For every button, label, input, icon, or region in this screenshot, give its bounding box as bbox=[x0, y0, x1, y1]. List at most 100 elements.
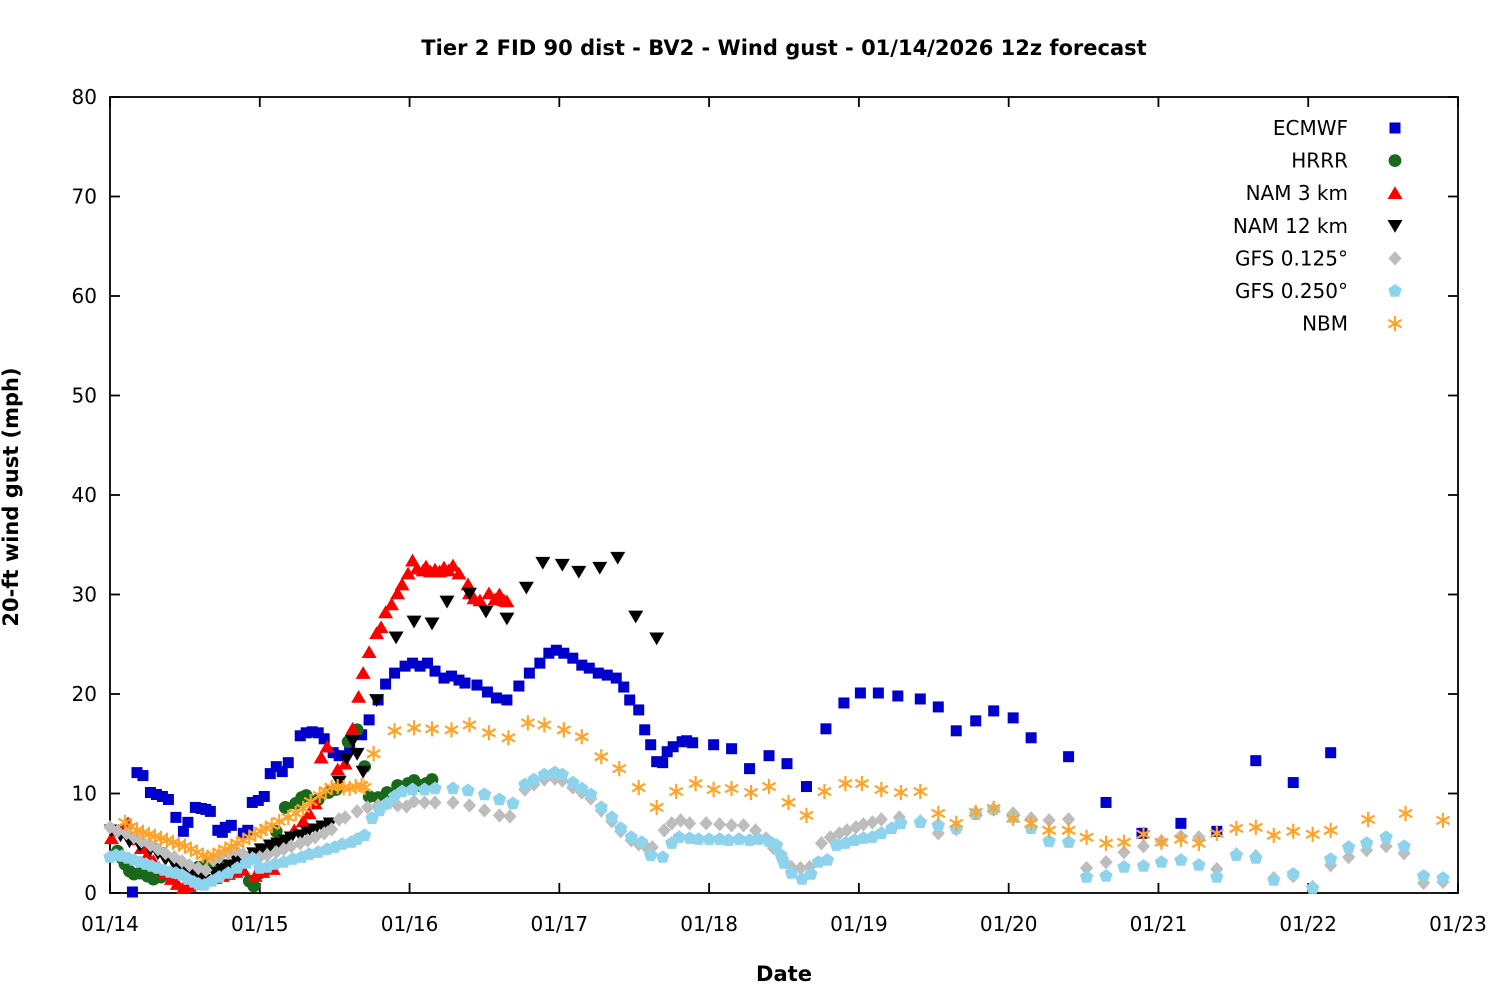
data-point-GFS-0-125- bbox=[683, 816, 697, 831]
data-point-NAM-12-km bbox=[518, 581, 534, 595]
data-point-GFS-0-125- bbox=[269, 845, 283, 860]
data-point-ECMWF bbox=[471, 679, 483, 691]
data-point-NBM bbox=[342, 783, 357, 794]
y-tick-label: 10 bbox=[72, 782, 97, 806]
data-point-ECMWF bbox=[543, 647, 555, 659]
data-point-ECMWF bbox=[950, 725, 962, 737]
data-point-NAM-3-km bbox=[330, 762, 346, 776]
data-point-GFS-0-125- bbox=[110, 824, 125, 839]
data-point-NAM-3-km bbox=[139, 848, 155, 861]
data-point-ECMWF bbox=[854, 687, 866, 699]
x-tick-label: 01/16 bbox=[381, 912, 439, 936]
data-point-NBM bbox=[1136, 829, 1151, 840]
data-point-ECMWF bbox=[312, 727, 324, 739]
data-point-NBM bbox=[817, 786, 832, 797]
data-point-GFS-0-250- bbox=[672, 830, 686, 843]
data-point-ECMWF bbox=[726, 743, 738, 755]
data-point-NAM-12-km bbox=[439, 595, 455, 609]
data-point-NBM bbox=[612, 763, 627, 774]
data-point-GFS-0-250- bbox=[795, 872, 809, 885]
data-point-NAM-12-km bbox=[571, 565, 587, 579]
data-point-GFS-0-125- bbox=[477, 803, 492, 818]
data-point-ECMWF bbox=[170, 811, 182, 823]
x-tick-label: 01/18 bbox=[680, 912, 738, 936]
data-point-ECMWF bbox=[657, 757, 669, 769]
data-point-GFS-0-250- bbox=[777, 856, 791, 869]
data-point-GFS-0-125- bbox=[361, 800, 375, 815]
data-point-NAM-12-km bbox=[535, 556, 551, 570]
data-point-ECMWF bbox=[781, 758, 793, 770]
data-point-NBM bbox=[1286, 826, 1301, 837]
data-point-NBM bbox=[688, 778, 703, 789]
data-point-NAM-12-km bbox=[331, 775, 347, 789]
data-point-ECMWF bbox=[872, 687, 884, 699]
data-point-ECMWF bbox=[300, 727, 312, 739]
data-point-NAM-3-km bbox=[400, 566, 416, 580]
x-tick-label: 01/20 bbox=[980, 912, 1038, 936]
y-tick-label: 20 bbox=[72, 682, 97, 706]
data-point-GFS-0-250- bbox=[446, 781, 460, 795]
data-point-NAM-12-km bbox=[388, 631, 404, 645]
data-point-NAM-12-km bbox=[499, 612, 515, 626]
data-point-GFS-0-125- bbox=[103, 820, 117, 835]
data-point-ECMWF bbox=[246, 796, 258, 808]
data-point-GFS-0-250- bbox=[395, 784, 409, 798]
legend-marker-NAM-3-km bbox=[1387, 186, 1403, 199]
data-point-GFS-0-125- bbox=[462, 798, 477, 813]
data-point-NBM bbox=[781, 797, 796, 808]
data-point-NAM-12-km bbox=[649, 632, 665, 646]
data-point-NBM bbox=[406, 723, 422, 733]
chart-title: Tier 2 FID 90 dist - BV2 - Wind gust - 0… bbox=[421, 36, 1147, 60]
data-point-NBM bbox=[264, 820, 279, 831]
data-point-NAM-3-km bbox=[103, 831, 119, 845]
data-point-NBM bbox=[968, 807, 983, 818]
data-point-GFS-0-125- bbox=[308, 830, 322, 845]
data-point-NAM-3-km bbox=[445, 558, 461, 572]
data-point-NBM bbox=[324, 782, 339, 793]
data-point-NBM bbox=[743, 787, 759, 798]
data-point-NAM-3-km bbox=[295, 814, 311, 828]
data-point-NAM-3-km bbox=[345, 721, 361, 735]
data-point-GFS-0-250- bbox=[874, 826, 888, 839]
data-point-NAM-3-km bbox=[355, 666, 371, 679]
data-point-GFS-0-125- bbox=[446, 795, 460, 810]
legend-label-GFS-0-125-: GFS 0.125° bbox=[1235, 246, 1348, 270]
data-point-NBM bbox=[724, 783, 739, 794]
data-point-NBM bbox=[1229, 823, 1244, 834]
data-point-GFS-0-125- bbox=[338, 810, 352, 825]
data-point-GFS-0-250- bbox=[913, 815, 927, 828]
data-point-ECMWF bbox=[513, 680, 525, 692]
x-axis-label: Date bbox=[756, 962, 812, 986]
data-point-NAM-3-km bbox=[361, 645, 377, 659]
data-point-ECMWF bbox=[276, 766, 288, 778]
data-point-GFS-0-250- bbox=[417, 782, 432, 796]
legend-marker-GFS-0-250- bbox=[1388, 284, 1402, 297]
data-point-GFS-0-250- bbox=[1210, 870, 1224, 883]
data-point-ECMWF bbox=[481, 686, 493, 698]
data-point-NBM bbox=[649, 802, 664, 813]
data-point-GFS-0-125- bbox=[712, 817, 727, 832]
legend-label-NBM: NBM bbox=[1302, 312, 1348, 336]
data-point-ECMWF bbox=[137, 770, 149, 782]
data-point-ECMWF bbox=[567, 652, 579, 664]
data-point-NBM bbox=[1398, 808, 1413, 819]
data-point-ECMWF bbox=[407, 657, 419, 669]
y-tick-label: 0 bbox=[84, 881, 97, 905]
data-point-GFS-0-125- bbox=[390, 798, 405, 813]
data-point-GFS-0-250- bbox=[931, 818, 945, 831]
data-point-GFS-0-125- bbox=[931, 826, 945, 841]
data-point-ECMWF bbox=[523, 667, 535, 679]
data-point-ECMWF bbox=[144, 787, 156, 799]
data-point-NBM bbox=[1209, 828, 1224, 839]
data-point-ECMWF bbox=[550, 644, 562, 656]
data-point-NAM-3-km bbox=[394, 577, 410, 591]
data-point-GFS-0-250- bbox=[358, 828, 372, 841]
data-point-ECMWF bbox=[1100, 796, 1112, 808]
data-point-GFS-0-250- bbox=[656, 850, 670, 863]
data-point-NBM bbox=[631, 782, 646, 793]
y-tick-label: 50 bbox=[72, 384, 97, 408]
data-point-NBM bbox=[1191, 838, 1207, 849]
data-point-GFS-0-250- bbox=[784, 866, 799, 879]
